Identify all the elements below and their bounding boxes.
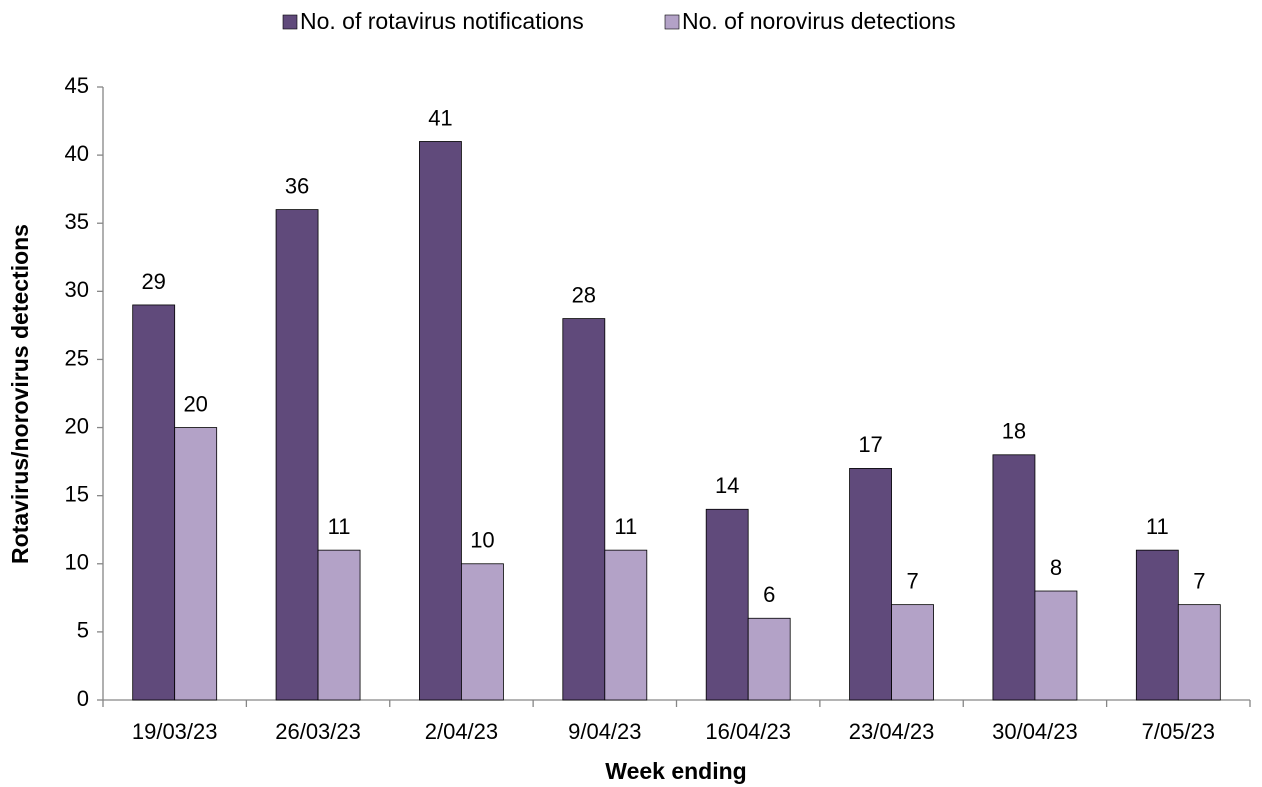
data-label: 29 xyxy=(141,269,165,294)
data-label: 11 xyxy=(1146,514,1169,539)
bar xyxy=(604,549,648,701)
data-label: 17 xyxy=(858,432,882,457)
y-axis-title: Rotavirus/norovirus detections xyxy=(7,224,33,564)
data-label: 14 xyxy=(715,473,739,498)
bar xyxy=(317,549,361,701)
bar xyxy=(562,318,606,701)
legend-label: No. of rotavirus notifications xyxy=(300,8,584,34)
bar xyxy=(1177,604,1221,701)
legend-swatch xyxy=(664,14,680,30)
data-label: 7 xyxy=(1193,568,1205,593)
bar xyxy=(891,604,934,701)
bar xyxy=(1135,549,1179,701)
x-axis-title: Week ending xyxy=(605,758,746,784)
data-label: 20 xyxy=(183,391,207,416)
bar xyxy=(992,454,1036,701)
data-label: 28 xyxy=(572,282,596,307)
data-label: 11 xyxy=(328,514,351,539)
legend-label: No. of norovirus detections xyxy=(682,8,956,34)
y-tick-label: 40 xyxy=(65,141,89,166)
y-tick-label: 20 xyxy=(65,413,89,438)
x-tick-label: 26/03/23 xyxy=(275,719,361,744)
bar xyxy=(275,209,319,701)
data-label: 8 xyxy=(1050,555,1062,580)
data-label: 6 xyxy=(763,582,775,607)
x-tick-label: 23/04/23 xyxy=(849,719,935,744)
x-tick-label: 7/05/23 xyxy=(1142,719,1215,744)
x-tick-label: 16/04/23 xyxy=(705,719,791,744)
legend-swatch xyxy=(282,14,298,30)
y-tick-label: 30 xyxy=(65,277,89,302)
x-tick-label: 2/04/23 xyxy=(425,719,498,744)
y-tick-label: 45 xyxy=(65,73,89,98)
data-label: 7 xyxy=(906,568,918,593)
x-tick-label: 9/04/23 xyxy=(568,719,641,744)
bar xyxy=(132,304,176,701)
bar xyxy=(1034,590,1078,701)
data-label: 18 xyxy=(1002,419,1026,444)
data-label: 41 xyxy=(428,105,452,130)
x-tick-label: 19/03/23 xyxy=(132,719,218,744)
data-label: 36 xyxy=(285,173,309,198)
y-tick-label: 5 xyxy=(77,618,89,643)
data-label: 11 xyxy=(614,514,637,539)
bar xyxy=(849,468,892,701)
y-tick-label: 10 xyxy=(65,550,89,575)
x-tick-label: 30/04/23 xyxy=(992,719,1078,744)
y-tick-label: 0 xyxy=(77,686,89,711)
y-tick-label: 35 xyxy=(65,209,89,234)
bar xyxy=(747,617,791,701)
y-tick-label: 15 xyxy=(65,481,89,506)
bar xyxy=(419,141,462,701)
bar xyxy=(705,508,749,701)
bar xyxy=(461,563,504,701)
data-label: 10 xyxy=(470,528,494,553)
bar xyxy=(174,427,218,701)
y-tick-label: 25 xyxy=(65,345,89,370)
